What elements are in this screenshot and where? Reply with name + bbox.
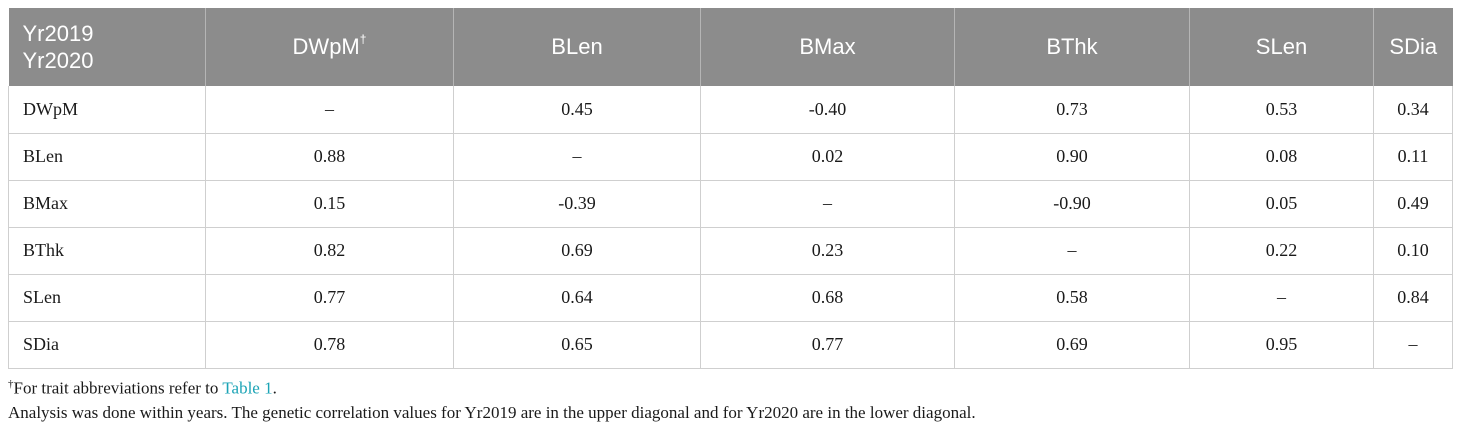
table-row: BThk 0.82 0.69 0.23 – 0.22 0.10 — [8, 227, 1453, 275]
correlation-table-container: Yr2019 Yr2020 DWpM† BLen BMax BThk SLen … — [8, 8, 1453, 369]
table-cell: 0.45 — [453, 86, 701, 134]
column-header-label: BThk — [1046, 34, 1098, 59]
table-cell: 0.58 — [954, 274, 1190, 322]
table-cell: 0.34 — [1373, 86, 1453, 134]
table-cell: 0.02 — [700, 133, 955, 181]
table-cell: 0.90 — [954, 133, 1190, 181]
table-cell: 0.23 — [700, 227, 955, 275]
column-header-sdia: SDia — [1373, 8, 1453, 86]
footnote-abbreviations: †For trait abbreviations refer to Table … — [8, 372, 1452, 401]
table-cell: 0.69 — [954, 321, 1190, 369]
table-cell: -0.40 — [700, 86, 955, 134]
table-cell: 0.69 — [453, 227, 701, 275]
table-cell: 0.65 — [453, 321, 701, 369]
table-cell: 0.95 — [1189, 321, 1374, 369]
table-cell: 0.77 — [205, 274, 454, 322]
table-cell: 0.82 — [205, 227, 454, 275]
table-1-link[interactable]: Table 1 — [222, 378, 273, 398]
table-cell: – — [453, 133, 701, 181]
table-cell: -0.39 — [453, 180, 701, 228]
table-cell: – — [1189, 274, 1374, 322]
column-header-label: BMax — [799, 34, 856, 59]
column-header-dwpm: DWpM† — [205, 8, 454, 86]
corner-header: Yr2019 Yr2020 — [9, 8, 206, 86]
table-cell: 0.49 — [1373, 180, 1453, 228]
column-header-slen: SLen — [1189, 8, 1374, 86]
column-header-label: SDia — [1389, 34, 1438, 59]
column-header-blen: BLen — [453, 8, 701, 86]
header-row: Yr2019 Yr2020 DWpM† BLen BMax BThk SLen … — [8, 8, 1453, 86]
table-cell: 0.10 — [1373, 227, 1453, 275]
table-row: SDia 0.78 0.65 0.77 0.69 0.95 – — [8, 321, 1453, 369]
table-cell: 0.77 — [700, 321, 955, 369]
table-cell: – — [205, 86, 454, 134]
row-label: SLen — [8, 274, 206, 322]
footnote-analysis: Analysis was done within years. The gene… — [8, 402, 976, 422]
row-label: DWpM — [8, 86, 206, 134]
table-row: SLen 0.77 0.64 0.68 0.58 – 0.84 — [8, 274, 1453, 322]
row-label: SDia — [8, 321, 206, 369]
table-cell: 0.05 — [1189, 180, 1374, 228]
table-cell: 0.53 — [1189, 86, 1374, 134]
row-label: BThk — [8, 227, 206, 275]
table-row: DWpM – 0.45 -0.40 0.73 0.53 0.34 — [8, 86, 1453, 134]
row-label: BLen — [8, 133, 206, 181]
column-header-bmax: BMax — [700, 8, 955, 86]
table-cell: 0.08 — [1189, 133, 1374, 181]
corner-year-2019: Yr2019 — [22, 21, 94, 46]
table-cell: – — [954, 227, 1190, 275]
table-cell: 0.22 — [1189, 227, 1374, 275]
dagger-mark: † — [8, 378, 14, 390]
footnote-text: For trait abbreviations refer to — [13, 378, 223, 398]
column-header-label: BLen — [551, 34, 603, 59]
table-cell: 0.78 — [205, 321, 454, 369]
column-header-label: DWpM — [292, 34, 360, 59]
table-row: BMax 0.15 -0.39 – -0.90 0.05 0.49 — [8, 180, 1453, 228]
row-label: BMax — [8, 180, 206, 228]
table-cell: – — [700, 180, 955, 228]
dagger-mark: † — [359, 31, 367, 46]
table-footnotes: †For trait abbreviations refer to Table … — [8, 372, 1452, 425]
genetic-correlation-table: Yr2019 Yr2020 DWpM† BLen BMax BThk SLen … — [8, 8, 1453, 369]
column-header-label: SLen — [1255, 34, 1308, 59]
table-cell: 0.64 — [453, 274, 701, 322]
table-cell: 0.73 — [954, 86, 1190, 134]
footnote-period: . — [272, 378, 277, 398]
table-cell: 0.11 — [1373, 133, 1453, 181]
table-cell: 0.68 — [700, 274, 955, 322]
table-cell: 0.15 — [205, 180, 454, 228]
table-row: BLen 0.88 – 0.02 0.90 0.08 0.11 — [8, 133, 1453, 181]
table-cell: -0.90 — [954, 180, 1190, 228]
table-cell: 0.84 — [1373, 274, 1453, 322]
table-cell: 0.88 — [205, 133, 454, 181]
corner-year-2020: Yr2020 — [22, 48, 94, 73]
table-cell: – — [1373, 321, 1453, 369]
column-header-bthk: BThk — [954, 8, 1190, 86]
